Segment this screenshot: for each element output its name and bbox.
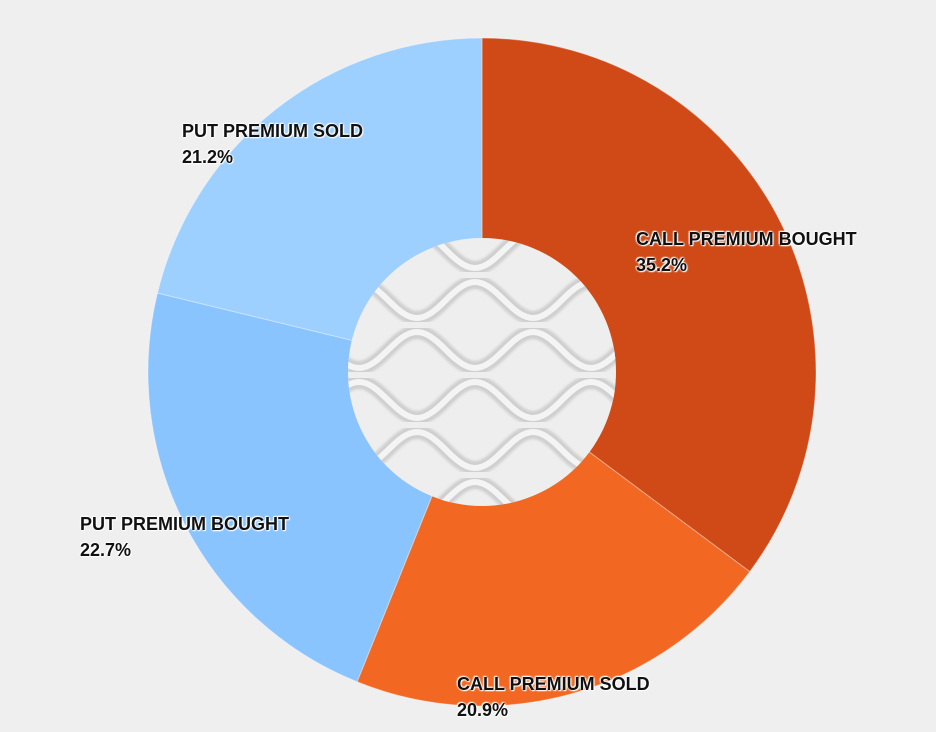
wave-highlight (348, 378, 616, 422)
slice-name: PUT PREMIUM BOUGHT (80, 514, 289, 534)
slice-value: 20.9% (457, 700, 509, 720)
slice-name: CALL PREMIUM BOUGHT (636, 229, 857, 249)
wave-highlight (348, 328, 616, 372)
slice-call-premium-bought[interactable] (481, 37, 817, 573)
slice-value: 35.2% (636, 255, 688, 275)
slice-label-put-premium-sold: PUT PREMIUM SOLD 21.2% (182, 118, 363, 170)
slice-name: PUT PREMIUM SOLD (182, 121, 364, 141)
slice-value: 22.7% (80, 540, 132, 560)
slice-value: 21.2% (182, 147, 234, 167)
slice-label-call-premium-sold: CALL PREMIUM SOLD 20.9% (457, 671, 650, 723)
slice-name: CALL PREMIUM SOLD (457, 674, 650, 694)
slice-label-call-premium-bought: CALL PREMIUM BOUGHT 35.2% (636, 226, 857, 278)
slice-label-put-premium-bought: PUT PREMIUM BOUGHT 22.7% (80, 511, 289, 563)
